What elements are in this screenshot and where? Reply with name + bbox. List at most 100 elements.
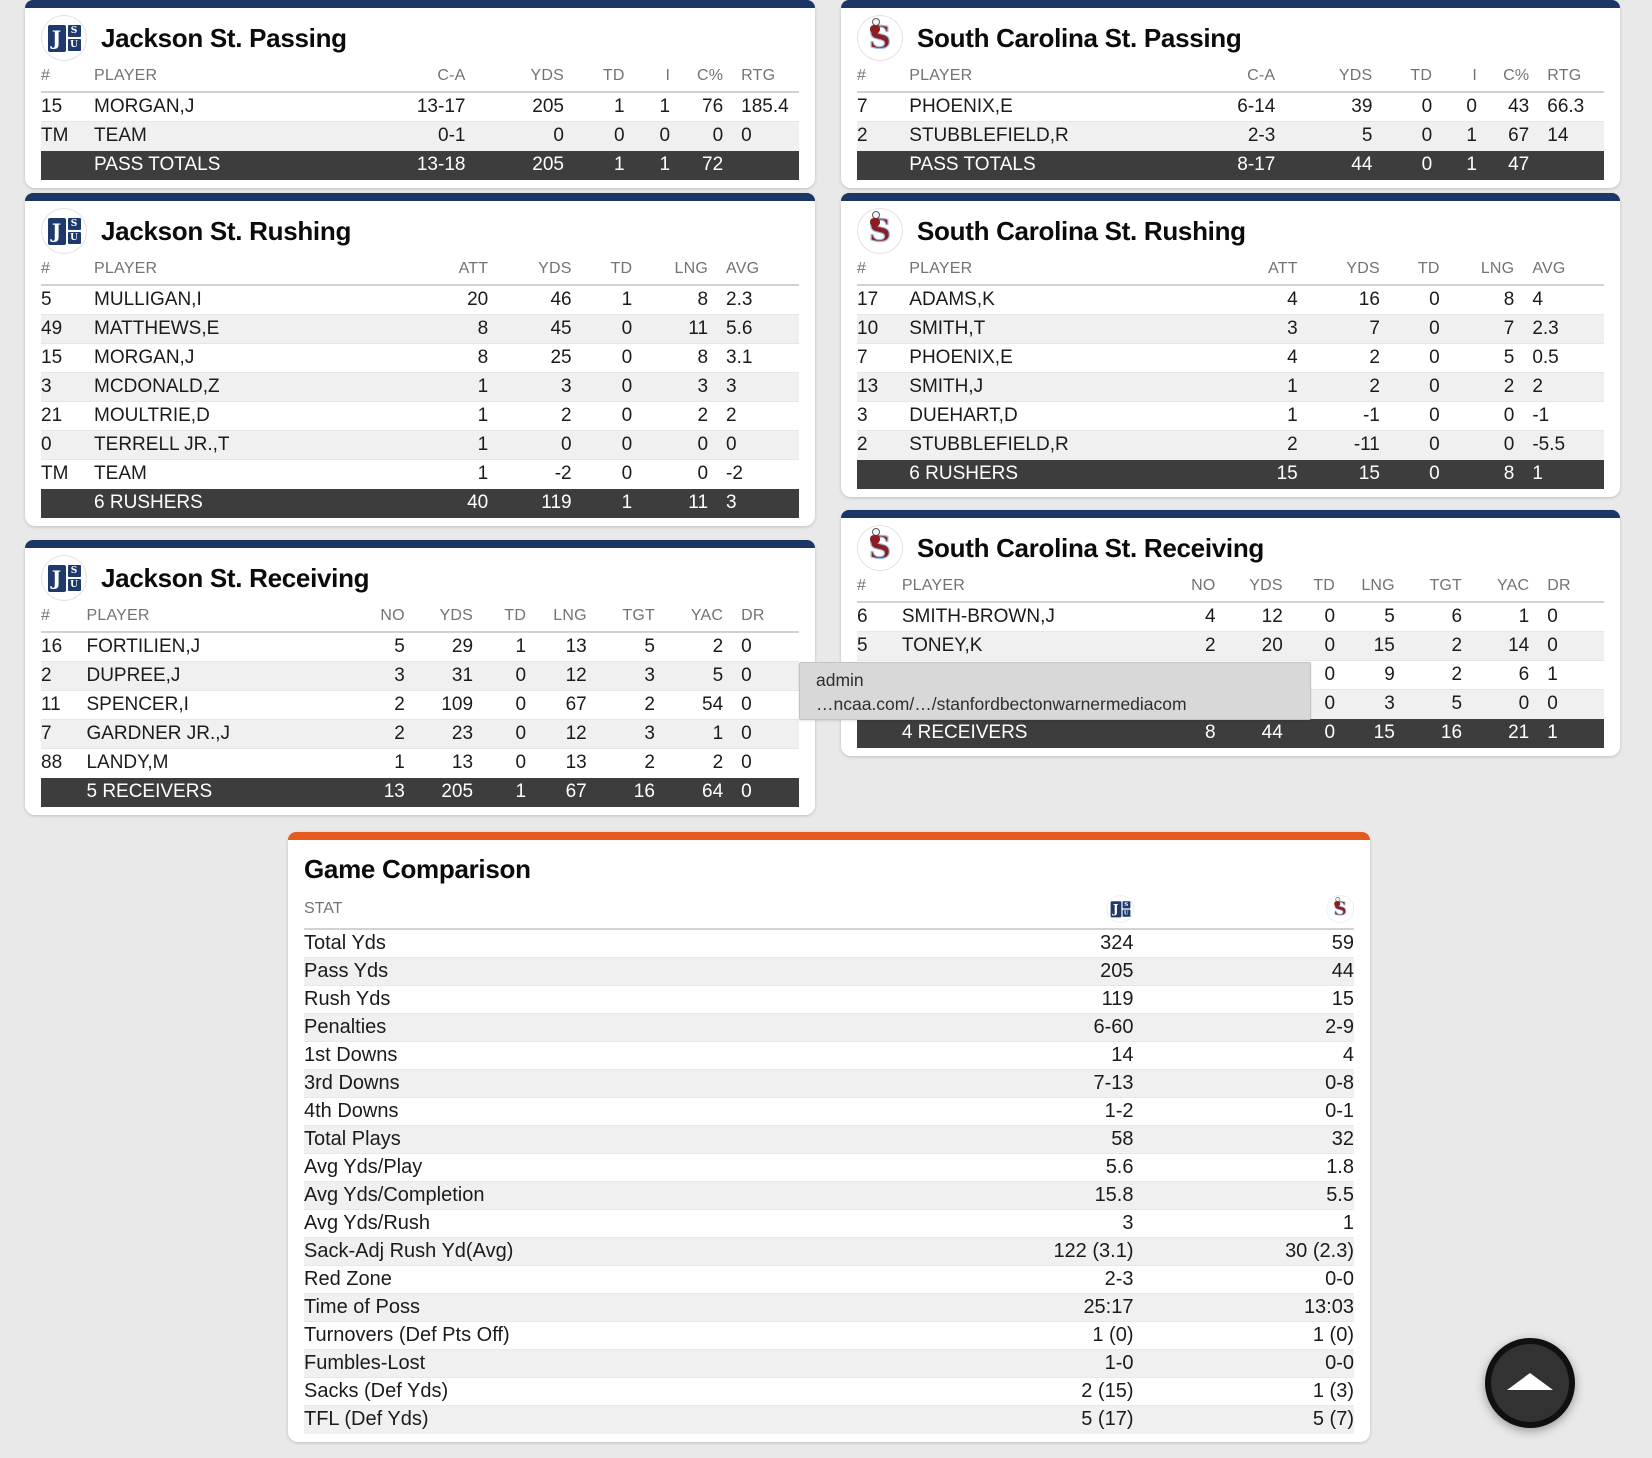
card-accent-bar [841,193,1620,201]
card-title: South Carolina St. Receiving [917,532,1264,563]
stat-value-cell: 5 [644,636,655,657]
jersey-number-cell: 49 [41,318,63,339]
stat-value-cell: 3 [644,665,655,686]
comparison-row: TFL (Def Yds) 5 (17) 5 (7) [304,1405,1354,1434]
stat-value-cell: 1 [1518,606,1530,627]
stat-value-cell: 0 [1518,693,1530,715]
totals-row: PASS TOTALS 8-17 44 0 1 47 [857,150,1604,180]
stat-value-cell: 1 [712,723,724,744]
totals-value-cell: 1 [621,492,633,513]
scsu-value-cell: 1.8 [1326,1156,1354,1178]
stat-value-cell: 205 [532,96,564,117]
player-name-cell: MCDONALD,Z [94,376,220,397]
column-header: # [41,257,95,286]
totals-value-cell [723,151,799,180]
comparison-row: Sack-Adj Rush Yd(Avg) 122 (3.1) 30 (2.3) [304,1237,1354,1266]
stat-value-cell: 23 [451,723,474,744]
stat-label-cell: Sacks (Def Yds) [304,1380,449,1402]
column-header: ATT [1223,257,1298,286]
scsu-value-cell: 0-0 [1325,1268,1354,1290]
jsu-value-cell: 6-60 [1093,1016,1134,1038]
totals-value-cell [1529,151,1604,180]
totals-value-cell: 1 [1547,722,1558,743]
scroll-to-top-button[interactable] [1485,1338,1575,1428]
jsu-value-cell: 122 (3.1) [1053,1240,1134,1262]
stat-value-cell: 2 [712,636,724,657]
totals-row: 5 RECEIVERS 13 205 1 67 16 64 0 [41,777,799,807]
totals-value-cell: 119 [541,492,572,513]
comparison-row: 4th Downs 1-2 0-1 [304,1097,1354,1126]
stat-value-cell: 45 [550,318,572,339]
stat-value-cell: 1 [394,752,405,774]
stat-value-cell: 3 [561,376,572,397]
stat-value-cell: 20 [467,289,489,310]
totals-value-cell: 40 [467,492,489,513]
stat-value-cell: 1 [621,289,633,310]
jsu-value-cell: 15.8 [1094,1184,1134,1206]
scsu-value-cell: 4 [1342,1044,1354,1066]
table-header-row: # PLAYER ATT YDS TD LNG AVG [41,257,799,286]
stat-value-cell: 1 [659,96,671,117]
comparison-row: Sacks (Def Yds) 2 (15) 1 (3) [304,1377,1354,1406]
stat-value-cell: 1 [477,434,489,455]
stat-value-cell: 0 [1324,635,1336,656]
stat-value-cell: 2 [1503,376,1515,397]
stat-value-cell: 39 [1351,96,1373,117]
table-row: 7 PHOENIX,E 6-14 39 0 0 43 66.3 [857,92,1604,122]
table-row: 5 TONEY,K 2 20 0 15 2 14 0 [857,631,1604,661]
column-header: LNG [632,257,709,286]
column-header: PLAYER [94,257,413,286]
stat-value-cell: 0 [659,125,671,147]
totals-value-cell: 0 [741,781,752,802]
totals-value-cell: 15 [1276,463,1298,484]
tooltip-line-admin: admin [816,670,864,690]
jsu-value-cell: 58 [1111,1128,1134,1150]
bulldog-mascot-icon [869,17,882,34]
stat-value-cell: 54 [702,694,724,715]
card-title: Jackson St. Passing [101,22,347,53]
card-title: South Carolina St. Passing [917,22,1242,53]
player-name-cell: TERRELL JR.,T [94,434,230,455]
jersey-number-cell: 15 [41,96,63,117]
jsu-value-cell: 25:17 [1083,1296,1134,1318]
scsu-value-cell: 2-9 [1325,1016,1354,1038]
jersey-number-cell: 17 [857,289,879,310]
stat-value-cell: 0 [697,434,709,455]
stat-value-cell: -2 [726,463,743,485]
stat-value-cell: 20 [1261,635,1283,656]
column-header: DR [723,604,799,633]
column-header: PLAYER [909,257,1224,286]
stat-value-cell: 0 [741,125,752,147]
jersey-number-cell: 7 [857,347,868,368]
column-header: AVG [708,257,799,286]
scsu-value-cell: 59 [1331,932,1354,954]
jsu-value-cell: 1-0 [1104,1352,1134,1374]
comparison-row: Fumbles-Lost 1-0 0-0 [304,1349,1354,1378]
totals-value-cell: 1 [515,781,527,802]
totals-value-cell [41,489,94,518]
table-header-row: # PLAYER C-A YDS TD I C% RTG [41,64,799,93]
stat-value-cell: 13 [565,636,587,657]
totals-value-cell: 0 [1324,722,1336,743]
totals-value-cell [857,719,902,748]
stat-value-cell: 0 [1429,347,1440,368]
jersey-number-cell: 16 [41,636,63,657]
stat-label-cell: Fumbles-Lost [304,1352,426,1374]
stat-value-cell: 0 [621,463,633,485]
stat-value-cell: 2 [1369,376,1380,397]
table-row: 2 STUBBLEFIELD,R 2 -11 0 0 -5.5 [857,430,1604,460]
stat-value-cell: 2 [644,694,655,715]
scsu-value-cell: 0-8 [1325,1072,1354,1094]
stat-value-cell: 0 [1324,664,1336,685]
stat-value-cell: 0 [621,434,633,455]
jsu-value-cell: 5.6 [1105,1156,1134,1178]
stat-value-cell: 2 [1287,434,1298,456]
stat-value-cell: 4 [1204,606,1216,627]
player-name-cell: MORGAN,J [94,347,195,368]
card-accent-bar-orange [288,832,1370,840]
stat-value-cell: 5 [1451,693,1463,715]
stat-value-cell: 1 [477,376,489,397]
comparison-row: Turnovers (Def Pts Off) 1 (0) 1 (0) [304,1321,1354,1350]
